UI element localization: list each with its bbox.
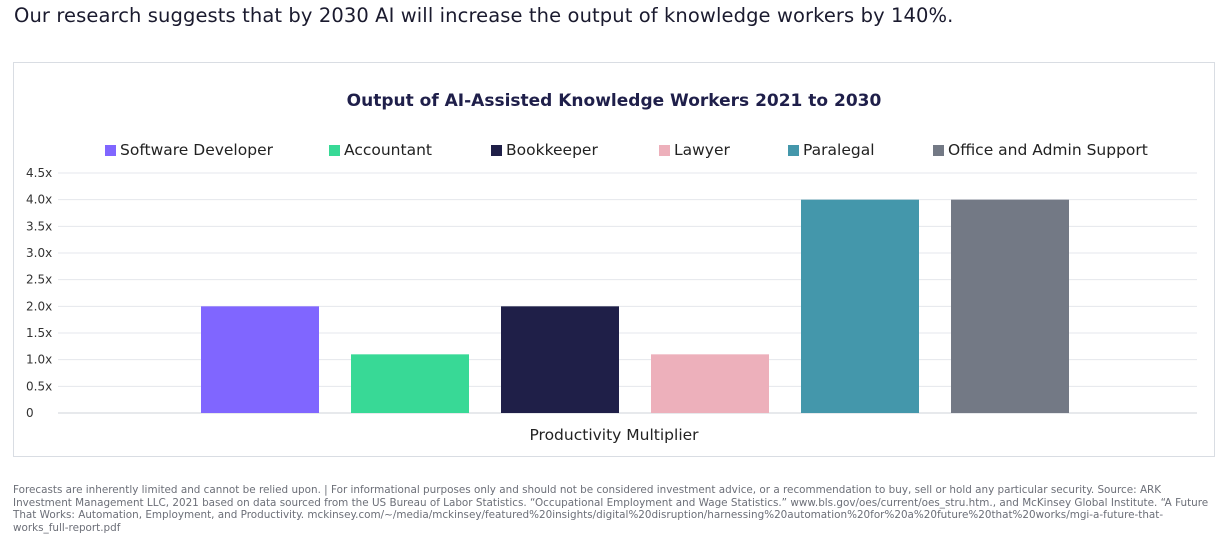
- y-tick-label: 1.5x: [26, 326, 52, 340]
- legend-swatch: [491, 144, 502, 156]
- legend-swatch: [659, 144, 670, 156]
- y-tick-label: 4.5x: [26, 166, 52, 180]
- source-footnote: Forecasts are inherently limited and can…: [13, 484, 1209, 534]
- legend-item: Accountant: [329, 141, 432, 159]
- bar-software-developer: [201, 306, 319, 413]
- legend-label: Office and Admin Support: [948, 141, 1148, 159]
- y-tick-label: 4.0x: [26, 193, 52, 207]
- legend-label: Accountant: [344, 141, 432, 159]
- legend-swatch: [105, 144, 116, 156]
- x-axis-label: Productivity Multiplier: [529, 426, 699, 444]
- legend-label: Paralegal: [803, 141, 875, 159]
- legend-item: Paralegal: [788, 141, 875, 159]
- y-tick-label: 2.5x: [26, 273, 52, 287]
- bar-office-and-admin-support: [951, 199, 1069, 413]
- plot-area: 0 0.5x 1.0x 1.5x 2.0x 2.5x 3.0x 3.5x 4.0x 4.5x: [26, 166, 1197, 420]
- bar-lawyer: [651, 354, 769, 413]
- legend-label: Software Developer: [120, 141, 273, 159]
- y-tick-label: 0.5x: [26, 379, 52, 393]
- y-tick-label: 2.0x: [26, 299, 52, 313]
- legend-item: Bookkeeper: [491, 141, 598, 159]
- legend-label: Bookkeeper: [506, 141, 598, 159]
- bar-bookkeeper: [501, 306, 619, 413]
- legend-swatch: [329, 144, 340, 156]
- legend-item: Software Developer: [105, 141, 273, 159]
- legend-item: Office and Admin Support: [933, 141, 1148, 159]
- chart-legend: Software Developer Accountant Bookkeeper…: [14, 141, 1214, 161]
- legend-swatch: [933, 144, 944, 156]
- y-tick-label: 1.0x: [26, 353, 52, 367]
- legend-item: Lawyer: [659, 141, 730, 159]
- y-tick-label: 3.0x: [26, 246, 52, 260]
- headline: Our research suggests that by 2030 AI wi…: [14, 4, 954, 27]
- chart-title: Output of AI-Assisted Knowledge Workers …: [346, 91, 882, 111]
- y-tick-label: 0: [26, 406, 34, 420]
- legend-label: Lawyer: [674, 141, 730, 159]
- bar-paralegal: [801, 199, 919, 413]
- chart-container: Output of AI-Assisted Knowledge Workers …: [13, 62, 1215, 457]
- bar-accountant: [351, 354, 469, 413]
- y-tick-label: 3.5x: [26, 219, 52, 233]
- legend-swatch: [788, 144, 799, 156]
